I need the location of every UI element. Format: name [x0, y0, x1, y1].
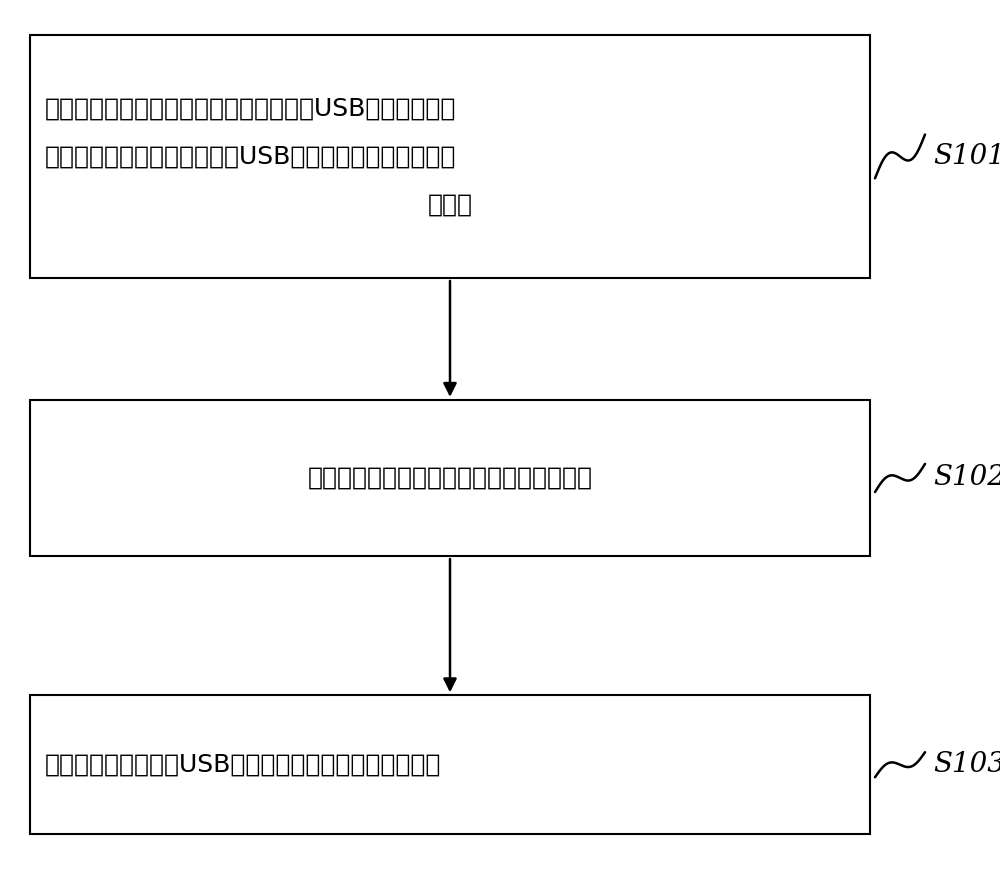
- Text: 制策略: 制策略: [427, 192, 472, 216]
- Text: 根据目标点击功能将USB接口的连接方式切换至目标模式: 根据目标点击功能将USB接口的连接方式切换至目标模式: [45, 753, 441, 777]
- Text: 根据控制策略确定移动终端的目标点击功能: 根据控制策略确定移动终端的目标点击功能: [307, 466, 592, 490]
- Text: S101: S101: [933, 143, 1000, 170]
- Text: S102: S102: [933, 464, 1000, 492]
- Text: 通过移动终端中安装的目标应用程序接收USB接口的控制策: 通过移动终端中安装的目标应用程序接收USB接口的控制策: [45, 96, 456, 121]
- Bar: [30, 35, 870, 278]
- Text: 略，其中，控制策略至少包括USB接口的连接方式对应的控: 略，其中，控制策略至少包括USB接口的连接方式对应的控: [45, 144, 456, 169]
- Bar: [30, 400, 870, 556]
- Bar: [30, 695, 870, 834]
- Text: S103: S103: [933, 751, 1000, 779]
